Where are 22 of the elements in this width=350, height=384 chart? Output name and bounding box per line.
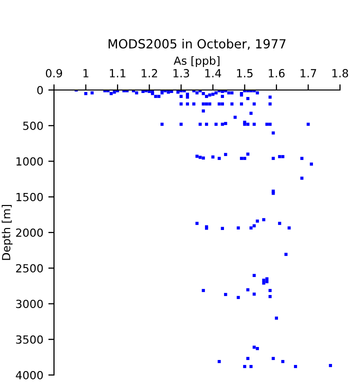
y-tick-label: 1000: [16, 157, 43, 166]
x-axis-title: As [ppb]: [174, 56, 220, 67]
x-tick-label: 1.1: [110, 69, 126, 78]
y-tick-label: 3500: [16, 335, 43, 344]
x-tick-label: 1: [83, 69, 88, 78]
x-tick-label: 1.3: [173, 69, 190, 78]
x-tick-label: 1.5: [237, 69, 253, 78]
y-tick-label: 4000: [16, 370, 43, 380]
y-tick-label: 500: [23, 122, 43, 130]
x-tick-label: 1.4: [205, 69, 222, 78]
y-tick-label: 3000: [16, 300, 43, 308]
y-axis-title: Depth [m]: [2, 205, 13, 260]
x-tick-label: 1.2: [142, 69, 158, 78]
y-tick-label: 0: [37, 86, 43, 94]
x-tick-label: 1.8: [332, 69, 348, 78]
y-tick-label: 1500: [16, 192, 43, 202]
y-tick-label: 2500: [16, 264, 43, 273]
y-tick-label: 2000: [16, 228, 43, 237]
x-tick-label: 0.9: [46, 69, 62, 78]
chart-title: MODS2005 in October, 1977: [108, 38, 286, 50]
x-tick-label: 1.6: [268, 69, 285, 78]
x-tick-label: 1.7: [300, 69, 316, 78]
